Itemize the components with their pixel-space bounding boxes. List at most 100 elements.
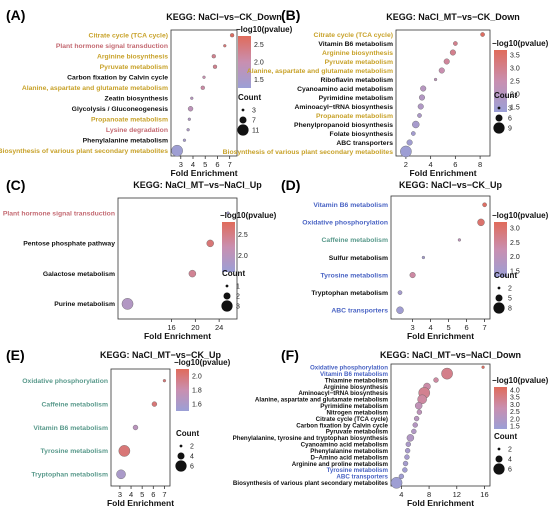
x-tick-label: 4	[399, 490, 403, 499]
enrichment-point	[413, 415, 420, 422]
size-legend-dot	[495, 114, 503, 122]
term-label: D−Amino acid metabolism	[310, 454, 388, 461]
term-label: Pyruvate metabolism	[326, 429, 389, 436]
x-tick-label: 5	[203, 160, 207, 169]
term-label: Biosynthesis of various plant secondary …	[233, 480, 389, 487]
size-legend-value: 1	[236, 284, 240, 291]
enrichment-point	[441, 367, 453, 380]
size-legend-dot	[241, 108, 245, 112]
x-tick-label: 2	[404, 160, 408, 169]
enrichment-point	[118, 445, 131, 457]
enrichment-point	[402, 467, 408, 473]
x-tick-label: 12	[453, 490, 461, 499]
color-legend-tick: 2.0	[510, 91, 520, 98]
size-legend-value: 6	[508, 116, 512, 123]
panel-f: (F) KEGG: NaCl_MT−vs−NaCl_Down 4 8 12 16 Fold …	[233, 347, 549, 508]
color-legend-title: −log10(pvalue)	[236, 25, 293, 34]
chart-title: KEGG: NaCl−vs−CK_Up	[399, 180, 503, 190]
color-legend-bar	[176, 369, 189, 411]
color-legend-tick: 2.5	[238, 232, 248, 239]
enrichment-point	[412, 120, 420, 129]
term-label: Arginine biosynthesis	[322, 50, 393, 57]
color-legend-bar	[238, 36, 251, 88]
enrichment-point	[482, 202, 487, 208]
term-label: Alanine, aspartate and glutamate metabol…	[22, 85, 168, 92]
enrichment-point	[206, 239, 214, 248]
x-tick-label: 6	[465, 323, 469, 332]
enrichment-point	[400, 145, 412, 158]
color-legend-tick: 2.0	[254, 60, 264, 67]
size-legend-dot	[239, 116, 247, 124]
enrichment-point	[171, 144, 183, 157]
term-label: Citrate cycle (TCA cycle)	[316, 416, 388, 423]
x-tick-label: 5	[447, 323, 451, 332]
enrichment-point	[477, 218, 485, 227]
color-legend-tick: 2.5	[510, 240, 520, 247]
enrichment-point	[480, 32, 485, 37]
term-label: Arginine biosynthesis	[97, 54, 168, 61]
term-label: Arginine and proline metabolism	[292, 461, 389, 468]
x-tick-label: 4	[429, 323, 433, 332]
term-label: Oxidative phosphorylation	[22, 378, 108, 385]
color-legend-bar	[494, 387, 507, 429]
size-legend-value: 4	[190, 454, 194, 461]
x-tick-label: 16	[167, 323, 175, 332]
panel-label: (D)	[281, 177, 300, 193]
enrichment-point	[421, 255, 425, 260]
size-legend-title: Count	[494, 91, 517, 100]
size-legend-dot	[493, 122, 505, 134]
color-legend-tick: 1.5	[254, 77, 264, 84]
color-legend-bar	[494, 50, 507, 112]
term-label: ABC transporters	[331, 308, 388, 315]
x-axis-label: Fold Enrichment	[144, 331, 211, 341]
color-legend-tick: 2.0	[510, 254, 520, 261]
enrichment-point	[396, 306, 404, 314]
enrichment-point	[402, 460, 409, 467]
size-legend-dot	[497, 447, 501, 451]
term-label: Cyanoamino acid metabolism	[297, 86, 393, 93]
enrichment-point	[404, 448, 411, 454]
color-legend-title: −log10(pvalue)	[492, 376, 549, 385]
enrichment-point	[412, 422, 418, 428]
size-legend-dot	[495, 294, 503, 302]
size-legend-dot	[225, 284, 229, 288]
enrichment-point	[212, 64, 218, 69]
term-label: Alanine, aspartate and glutamate metabol…	[255, 397, 389, 404]
enrichment-point	[414, 402, 423, 410]
panel-label: (F)	[281, 347, 299, 363]
plot-area	[390, 195, 491, 320]
x-tick-label: 6	[151, 490, 155, 499]
term-label: Citrate cycle (TCA cycle)	[89, 33, 168, 40]
term-label: Propanoate metabolism	[316, 113, 393, 120]
size-legend-value: 2	[508, 447, 512, 454]
term-label: Zeatin biosynthesis	[105, 96, 169, 103]
x-tick-label: 6	[215, 160, 219, 169]
color-legend-tick: 1.5	[510, 104, 520, 111]
term-label: Pyrimidine metabolism	[320, 403, 388, 410]
size-legend-title: Count	[176, 429, 199, 438]
enrichment-point	[404, 454, 410, 460]
x-axis-label: Fold Enrichment	[407, 498, 474, 508]
enrichment-point	[405, 441, 411, 447]
color-legend-tick: 1.8	[192, 388, 202, 395]
color-legend-tick: 2.0	[192, 374, 202, 381]
x-tick-label: 4	[191, 160, 195, 169]
term-label: Tryptophan metabolism	[311, 290, 388, 297]
size-legend-dot	[493, 463, 505, 475]
chart-title: KEGG: NaCl−vs−CK_Down	[166, 12, 282, 22]
color-legend-title: −log10(pvalue)	[492, 211, 549, 220]
size-legend-title: Count	[494, 271, 517, 280]
color-legend-tick: 3.5	[510, 53, 520, 60]
enrichment-point	[417, 103, 424, 110]
x-tick-label: 8	[478, 160, 482, 169]
x-tick-label: 24	[215, 323, 223, 332]
x-axis-label: Fold Enrichment	[107, 498, 174, 508]
size-legend-value: 2	[190, 444, 194, 451]
x-axis-label: Fold Enrichment	[409, 168, 476, 178]
x-tick-label: 4	[429, 160, 433, 169]
size-legend-value: 11	[252, 128, 259, 135]
enrichment-point	[416, 409, 423, 415]
term-label: Riboflavin metabolism	[320, 77, 393, 84]
color-legend-tick: 2.5	[510, 79, 520, 86]
plot-area	[395, 29, 491, 157]
